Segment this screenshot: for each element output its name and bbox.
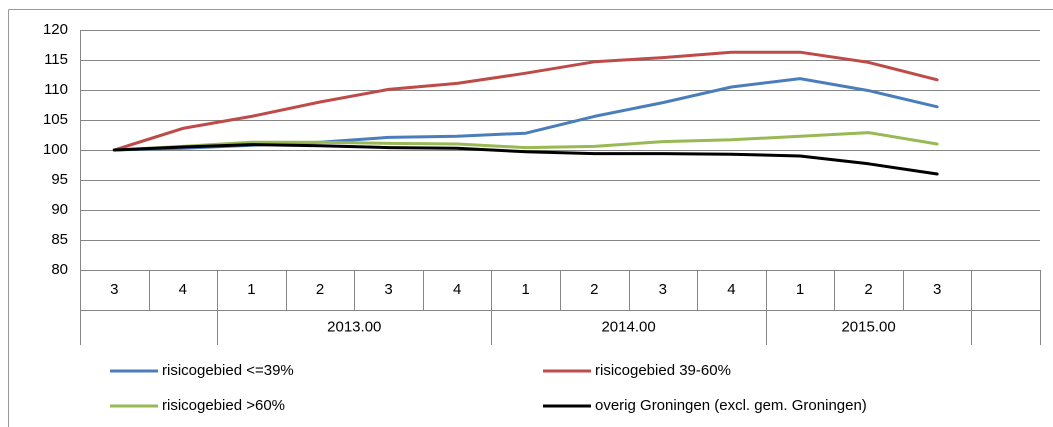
legend-label: risicogebied 39-60% <box>595 362 731 379</box>
y-tick-label: 115 <box>44 51 68 68</box>
y-tick-label: 80 <box>51 261 68 278</box>
x-tick-label: 4 <box>453 281 461 298</box>
x-tick-label: 1 <box>247 281 255 298</box>
y-tick-label: 90 <box>51 201 68 218</box>
y-tick-label: 120 <box>43 21 68 38</box>
x-tick-label: 2 <box>316 281 324 298</box>
x-tick-label: 3 <box>659 281 667 298</box>
group-label: 2015.00 <box>841 318 895 335</box>
group-label: 2013.00 <box>327 318 381 335</box>
y-tick-label: 100 <box>43 141 68 158</box>
series-line <box>112 77 939 152</box>
legend-label: risicogebied >60% <box>162 397 285 414</box>
x-tick-label: 2 <box>590 281 598 298</box>
x-tick-label: 1 <box>522 281 530 298</box>
legend-label: risicogebied <=39% <box>162 362 294 379</box>
y-tick-label: 95 <box>51 171 68 188</box>
x-tick-label: 1 <box>796 281 804 298</box>
x-tick-label: 4 <box>727 281 735 298</box>
x-tick-label: 2 <box>864 281 872 298</box>
x-tick-label: 4 <box>179 281 187 298</box>
x-tick-label: 3 <box>384 281 392 298</box>
legend-label: overig Groningen (excl. gem. Groningen) <box>595 397 867 414</box>
y-tick-label: 105 <box>43 111 68 128</box>
series-line <box>112 50 939 152</box>
y-tick-label: 110 <box>44 81 68 98</box>
x-tick-label: 3 <box>933 281 941 298</box>
y-tick-label: 85 <box>51 231 68 248</box>
series-line <box>112 143 939 176</box>
series-line <box>112 131 939 152</box>
x-tick-label: 3 <box>110 281 118 298</box>
group-label: 2014.00 <box>601 318 655 335</box>
